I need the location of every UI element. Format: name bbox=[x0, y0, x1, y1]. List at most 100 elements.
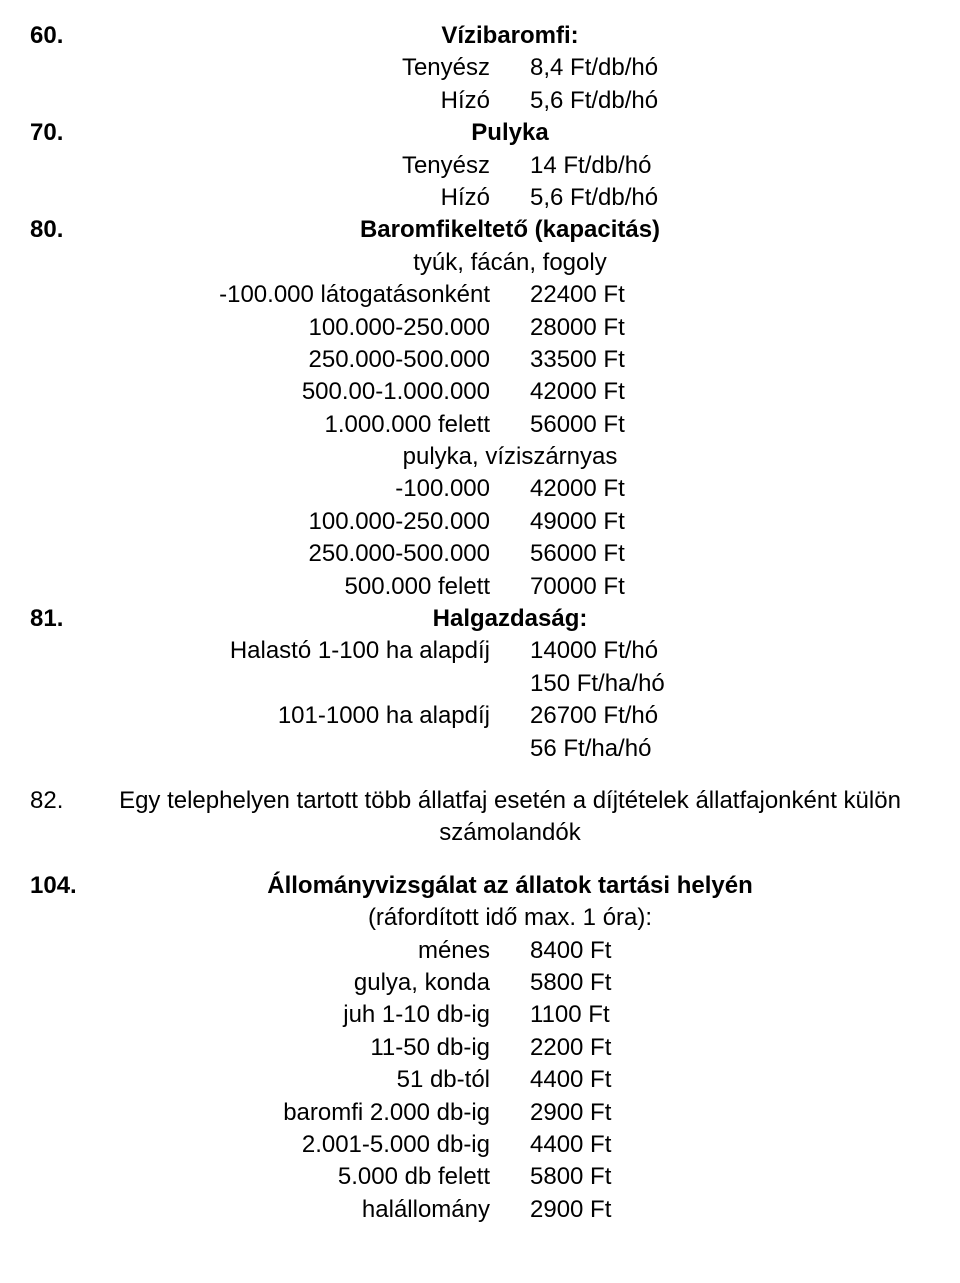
section-81-header: 81. Halgazdaság: bbox=[30, 603, 930, 635]
price-row: 11-50 db-ig 2200 Ft bbox=[30, 1032, 930, 1064]
section-title: Pulyka bbox=[90, 117, 930, 149]
price-row: 5.000 db felett 5800 Ft bbox=[30, 1161, 930, 1193]
row-label: ménes bbox=[90, 935, 510, 967]
section-number: 104. bbox=[30, 870, 90, 902]
row-value: 42000 Ft bbox=[510, 376, 930, 408]
row-label: Halastó 1-100 ha alapdíj bbox=[90, 635, 510, 667]
row-value: 5800 Ft bbox=[510, 1161, 930, 1193]
row-value: 56000 Ft bbox=[510, 538, 930, 570]
section-82: 82. Egy telephelyen tartott több állatfa… bbox=[30, 785, 930, 850]
row-value: 2900 Ft bbox=[510, 1097, 930, 1129]
price-row: ménes 8400 Ft bbox=[30, 935, 930, 967]
row-value: 28000 Ft bbox=[510, 312, 930, 344]
row-label: 101-1000 ha alapdíj bbox=[90, 700, 510, 732]
price-row: Tenyész 14 Ft/db/hó bbox=[30, 150, 930, 182]
row-value: 22400 Ft bbox=[510, 279, 930, 311]
row-value: 70000 Ft bbox=[510, 571, 930, 603]
row-label: 100.000-250.000 bbox=[90, 312, 510, 344]
section-title: Vízibaromfi: bbox=[90, 20, 930, 52]
section-104-sub: (ráfordított idő max. 1 óra): bbox=[30, 902, 930, 934]
price-row: gulya, konda 5800 Ft bbox=[30, 967, 930, 999]
price-row: 500.00-1.000.000 42000 Ft bbox=[30, 376, 930, 408]
row-label: 500.00-1.000.000 bbox=[90, 376, 510, 408]
price-row: -100.000 látogatásonként 22400 Ft bbox=[30, 279, 930, 311]
row-value: 2200 Ft bbox=[510, 1032, 930, 1064]
price-row: baromfi 2.000 db-ig 2900 Ft bbox=[30, 1097, 930, 1129]
section-number: 70. bbox=[30, 117, 90, 149]
row-value: 56 Ft/ha/hó bbox=[510, 733, 930, 765]
row-label bbox=[90, 733, 510, 765]
price-row: -100.000 42000 Ft bbox=[30, 473, 930, 505]
price-row: Hízó 5,6 Ft/db/hó bbox=[30, 182, 930, 214]
row-label: 2.001-5.000 db-ig bbox=[90, 1129, 510, 1161]
row-value: 8400 Ft bbox=[510, 935, 930, 967]
section-title: Baromfikeltető (kapacitás) bbox=[90, 214, 930, 246]
price-row: Tenyész 8,4 Ft/db/hó bbox=[30, 52, 930, 84]
row-value: 49000 Ft bbox=[510, 506, 930, 538]
row-label: juh 1-10 db-ig bbox=[90, 999, 510, 1031]
row-label: Hízó bbox=[90, 182, 510, 214]
price-row: 51 db-tól 4400 Ft bbox=[30, 1064, 930, 1096]
row-value: 4400 Ft bbox=[510, 1129, 930, 1161]
price-row: Halastó 1-100 ha alapdíj 14000 Ft/hó bbox=[30, 635, 930, 667]
price-row: 150 Ft/ha/hó bbox=[30, 668, 930, 700]
section-number: 60. bbox=[30, 20, 90, 52]
row-value: 4400 Ft bbox=[510, 1064, 930, 1096]
price-row: Hízó 5,6 Ft/db/hó bbox=[30, 85, 930, 117]
row-label: Tenyész bbox=[90, 52, 510, 84]
row-label: 500.000 felett bbox=[90, 571, 510, 603]
section-60-header: 60. Vízibaromfi: bbox=[30, 20, 930, 52]
section-80-sub2: pulyka, víziszárnyas bbox=[30, 441, 930, 473]
row-label: 1.000.000 felett bbox=[90, 409, 510, 441]
price-row: 2.001-5.000 db-ig 4400 Ft bbox=[30, 1129, 930, 1161]
row-value: 5,6 Ft/db/hó bbox=[510, 182, 930, 214]
row-label: 250.000-500.000 bbox=[90, 344, 510, 376]
section-number: 81. bbox=[30, 603, 90, 635]
section-title: Állományvizsgálat az állatok tartási hel… bbox=[90, 870, 930, 902]
price-row: 1.000.000 felett 56000 Ft bbox=[30, 409, 930, 441]
subheading: (ráfordított idő max. 1 óra): bbox=[90, 902, 930, 934]
row-label bbox=[90, 668, 510, 700]
row-value: 42000 Ft bbox=[510, 473, 930, 505]
section-number: 82. bbox=[30, 785, 90, 850]
row-value: 8,4 Ft/db/hó bbox=[510, 52, 930, 84]
row-label: Hízó bbox=[90, 85, 510, 117]
row-value: 2900 Ft bbox=[510, 1194, 930, 1226]
row-label: baromfi 2.000 db-ig bbox=[90, 1097, 510, 1129]
section-70-header: 70. Pulyka bbox=[30, 117, 930, 149]
row-label: 100.000-250.000 bbox=[90, 506, 510, 538]
row-label: 5.000 db felett bbox=[90, 1161, 510, 1193]
row-value: 26700 Ft/hó bbox=[510, 700, 930, 732]
price-row: juh 1-10 db-ig 1100 Ft bbox=[30, 999, 930, 1031]
section-80-sub1: tyúk, fácán, fogoly bbox=[30, 247, 930, 279]
row-label: 51 db-tól bbox=[90, 1064, 510, 1096]
price-row: 250.000-500.000 56000 Ft bbox=[30, 538, 930, 570]
document-page: 60. Vízibaromfi: Tenyész 8,4 Ft/db/hó Hí… bbox=[0, 0, 960, 1266]
section-80-header: 80. Baromfikeltető (kapacitás) bbox=[30, 214, 930, 246]
price-row: 100.000-250.000 49000 Ft bbox=[30, 506, 930, 538]
price-row: 500.000 felett 70000 Ft bbox=[30, 571, 930, 603]
row-value: 1100 Ft bbox=[510, 999, 930, 1031]
row-label: -100.000 bbox=[90, 473, 510, 505]
row-label: -100.000 látogatásonként bbox=[90, 279, 510, 311]
price-row: 250.000-500.000 33500 Ft bbox=[30, 344, 930, 376]
price-row: halállomány 2900 Ft bbox=[30, 1194, 930, 1226]
section-title: Halgazdaság: bbox=[90, 603, 930, 635]
subheading: tyúk, fácán, fogoly bbox=[90, 247, 930, 279]
price-row: 100.000-250.000 28000 Ft bbox=[30, 312, 930, 344]
row-label: gulya, konda bbox=[90, 967, 510, 999]
row-value: 14000 Ft/hó bbox=[510, 635, 930, 667]
row-label: 250.000-500.000 bbox=[90, 538, 510, 570]
row-value: 33500 Ft bbox=[510, 344, 930, 376]
section-number: 80. bbox=[30, 214, 90, 246]
row-value: 5,6 Ft/db/hó bbox=[510, 85, 930, 117]
row-value: 56000 Ft bbox=[510, 409, 930, 441]
section-note: Egy telephelyen tartott több állatfaj es… bbox=[90, 785, 930, 850]
row-value: 14 Ft/db/hó bbox=[510, 150, 930, 182]
row-label: 11-50 db-ig bbox=[90, 1032, 510, 1064]
price-row: 56 Ft/ha/hó bbox=[30, 733, 930, 765]
price-row: 101-1000 ha alapdíj 26700 Ft/hó bbox=[30, 700, 930, 732]
row-value: 5800 Ft bbox=[510, 967, 930, 999]
row-label: halállomány bbox=[90, 1194, 510, 1226]
subheading: pulyka, víziszárnyas bbox=[90, 441, 930, 473]
